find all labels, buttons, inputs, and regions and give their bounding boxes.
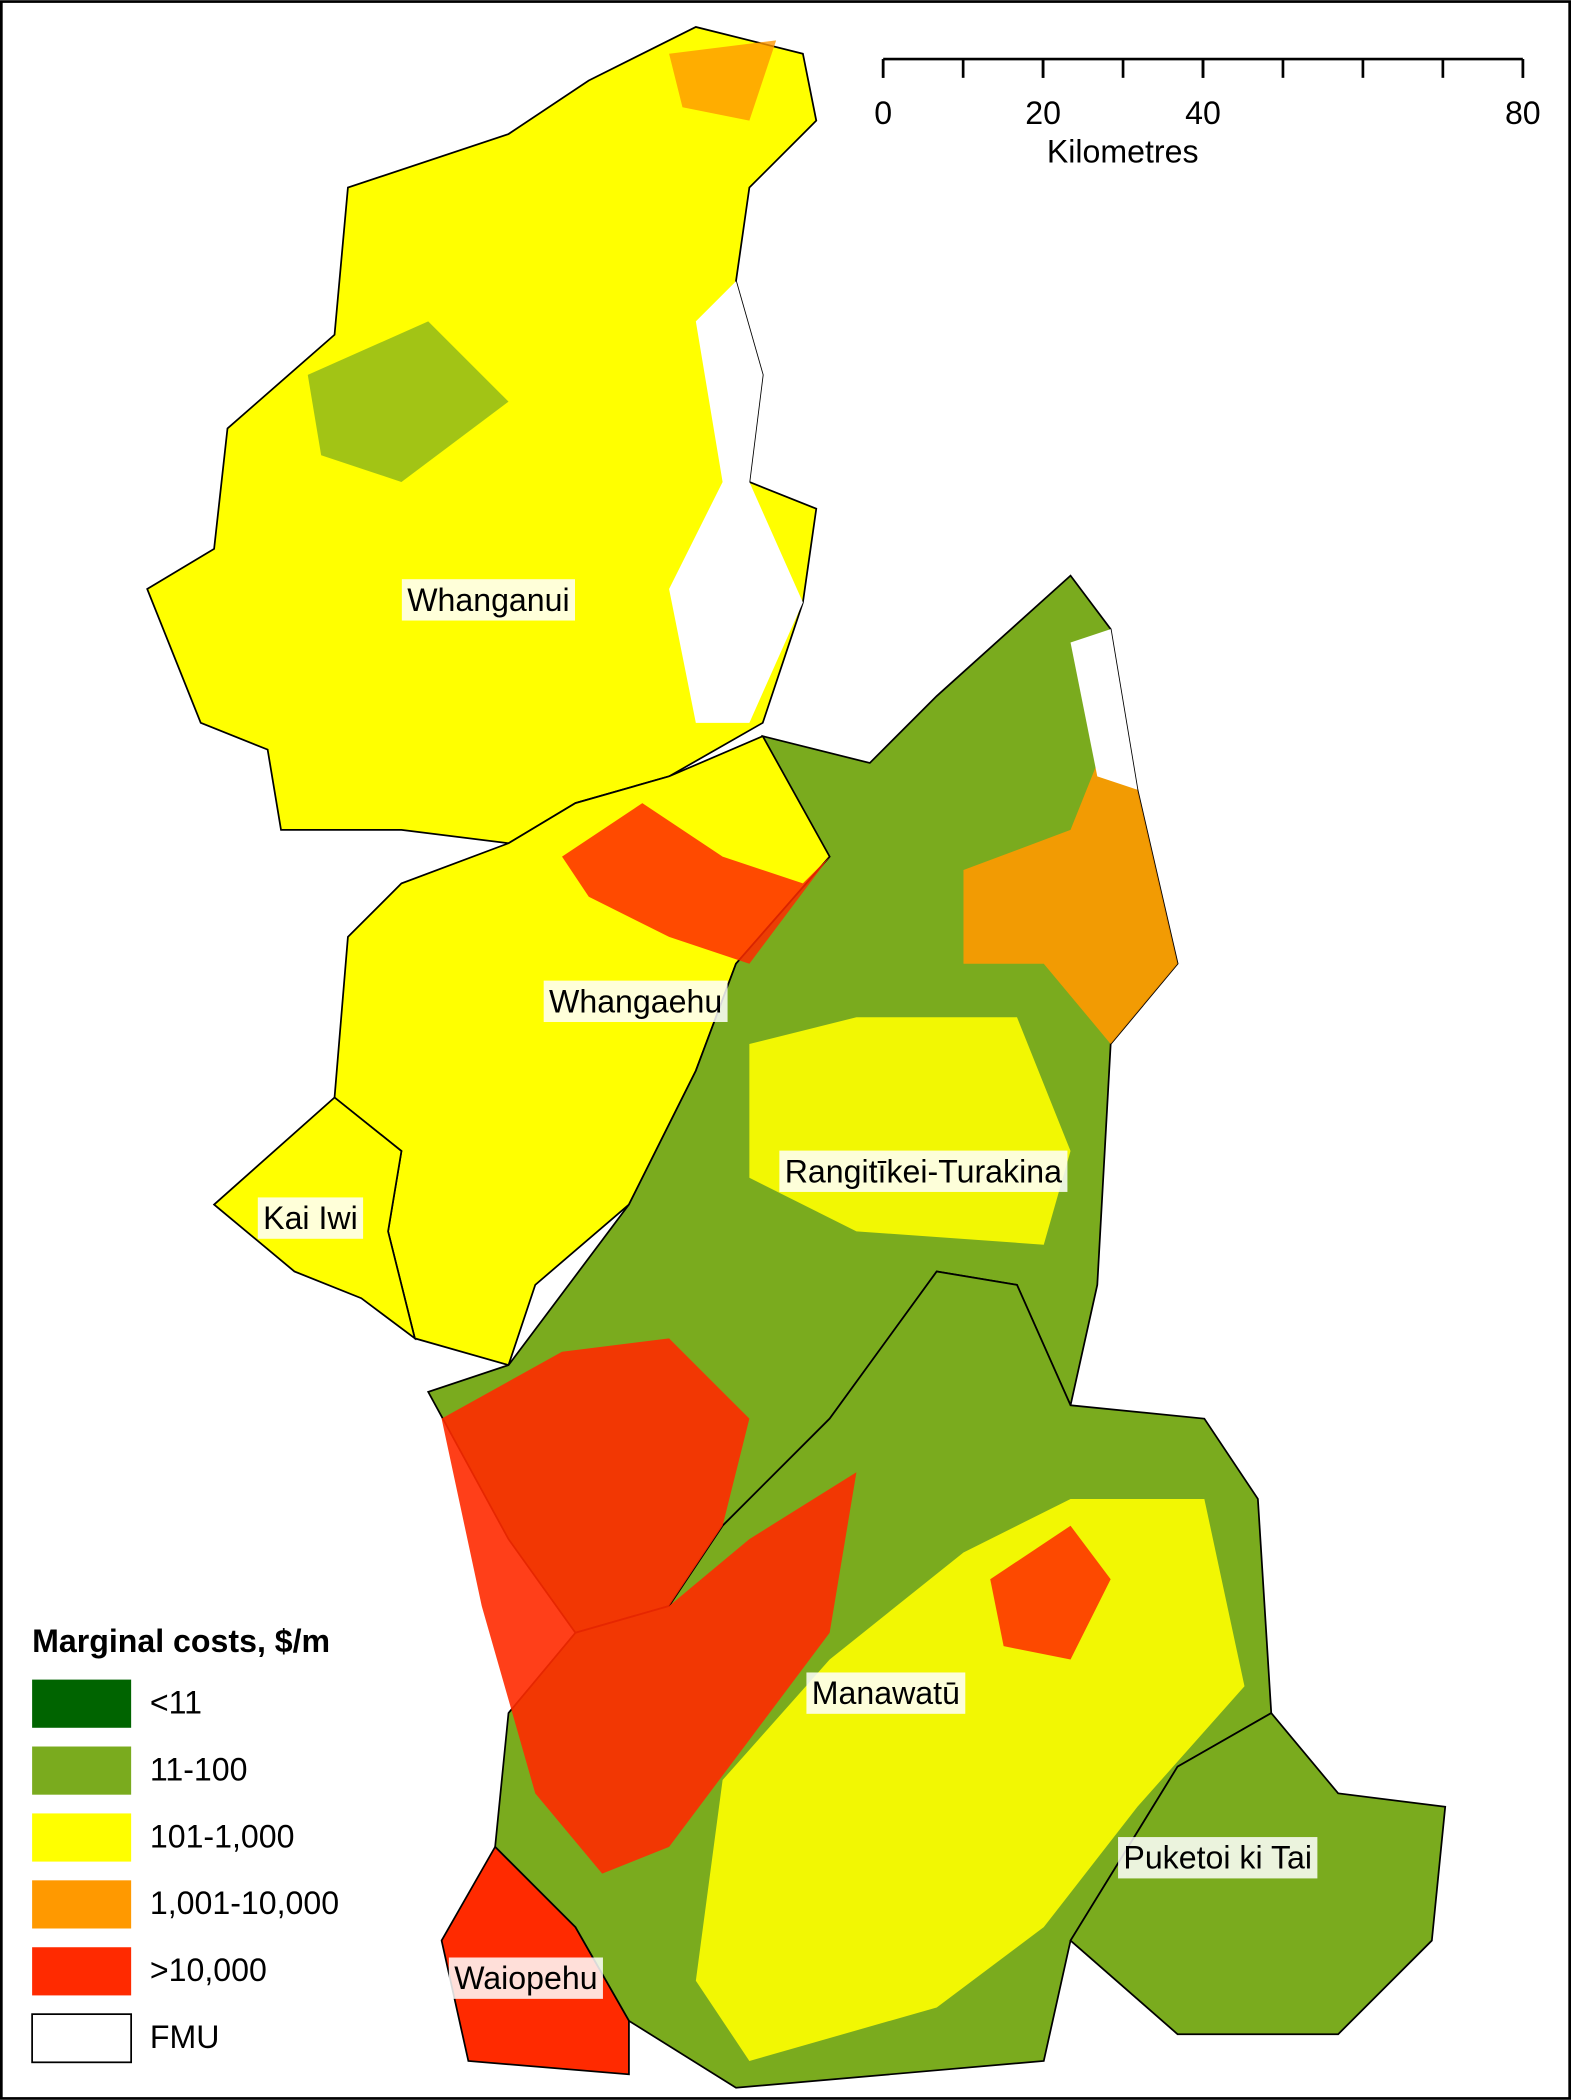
region-label: Waiopehu [454, 1960, 597, 1996]
region-label-bg [779, 1150, 1068, 1192]
legend-label: >10,000 [150, 1952, 267, 1988]
cost-patch [990, 1525, 1111, 1660]
region-label: Manawatū [812, 1675, 960, 1711]
cost-patch [669, 281, 803, 723]
cost-patch [441, 1338, 857, 1874]
region-label: Puketoi ki Tai [1123, 1840, 1312, 1876]
cost-patch [307, 321, 509, 482]
legend-label: 1,001-10,000 [150, 1885, 339, 1921]
region-label: Kai Iwi [263, 1200, 358, 1236]
region-label-bg [1118, 1837, 1318, 1879]
legend-swatch [31, 2013, 133, 2064]
region-label-bg [543, 980, 728, 1022]
legend-title: Marginal costs, $/m [32, 1623, 330, 1659]
scale-tick-label: 0 [874, 95, 892, 131]
scale-tick-label: 20 [1025, 95, 1061, 131]
scale-tick-label: 80 [1505, 95, 1541, 131]
legend-swatch [32, 1746, 132, 1795]
legend-label: FMU [150, 2019, 220, 2055]
cost-patch [562, 803, 830, 964]
region-label-bg [257, 1197, 364, 1239]
legend: Marginal costs, $/m <11 11-100 101-1,000 1,0… [31, 1623, 339, 2064]
cost-patch [695, 1498, 1245, 2061]
legend-swatch [32, 1880, 132, 1929]
legend-label: 11-100 [150, 1751, 248, 1787]
legend-label: <11 [150, 1685, 202, 1721]
scale-unit: Kilometres [1047, 134, 1199, 170]
legend-swatch [32, 1813, 132, 1862]
region-labels: Whanganui Whangaehu Rangitīkei-Turakina Kai… [257, 579, 1318, 1999]
region-label-bg [806, 1672, 966, 1714]
region-label-bg [448, 1957, 603, 1999]
cost-patch [1070, 629, 1138, 790]
region-label: Rangitīkei-Turakina [785, 1153, 1062, 1189]
region-label: Whanganui [407, 582, 569, 618]
region-label-bg [401, 579, 576, 621]
cost-patch [963, 762, 1178, 1044]
legend-swatch [32, 1947, 132, 1996]
cost-patch [669, 40, 777, 121]
legend-label: 101-1,000 [150, 1818, 295, 1854]
scale-bar: 0 20 40 80 Kilometres [874, 57, 1541, 170]
scale-tick-label: 40 [1185, 95, 1221, 131]
legend-swatch [32, 1679, 132, 1728]
region-label: Whangaehu [549, 983, 722, 1019]
